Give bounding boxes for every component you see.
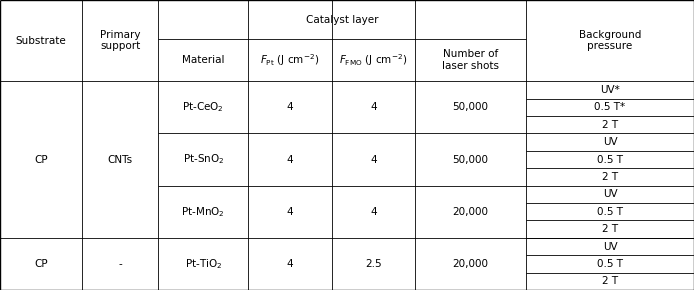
Text: -: -	[118, 259, 122, 269]
Text: 2.5: 2.5	[365, 259, 382, 269]
Text: 4: 4	[370, 155, 377, 164]
Text: Catalyst layer: Catalyst layer	[306, 14, 378, 25]
Text: 4: 4	[370, 102, 377, 112]
Text: 20,000: 20,000	[452, 207, 489, 217]
Text: $\mathit{F}_{\rm FMO}$ (J cm$^{-2}$): $\mathit{F}_{\rm FMO}$ (J cm$^{-2}$)	[339, 52, 407, 68]
Text: 0.5 T: 0.5 T	[597, 207, 623, 217]
Text: 4: 4	[287, 155, 294, 164]
Text: 2 T: 2 T	[602, 224, 618, 234]
Text: Primary
support: Primary support	[100, 30, 140, 51]
Text: 4: 4	[287, 259, 294, 269]
Text: 2 T: 2 T	[602, 172, 618, 182]
Text: 4: 4	[370, 207, 377, 217]
Text: UV*: UV*	[600, 85, 620, 95]
Text: 0.5 T: 0.5 T	[597, 155, 623, 164]
Text: CNTs: CNTs	[108, 155, 133, 164]
Text: Pt-MnO$_2$: Pt-MnO$_2$	[182, 205, 225, 219]
Text: Material: Material	[182, 55, 225, 65]
Text: Pt-SnO$_2$: Pt-SnO$_2$	[183, 153, 224, 166]
Text: 0.5 T*: 0.5 T*	[595, 102, 625, 112]
Text: UV: UV	[602, 189, 618, 199]
Text: 50,000: 50,000	[452, 155, 489, 164]
Text: 4: 4	[287, 102, 294, 112]
Text: Number of
laser shots: Number of laser shots	[442, 49, 499, 71]
Text: Pt-CeO$_2$: Pt-CeO$_2$	[183, 100, 224, 114]
Text: 20,000: 20,000	[452, 259, 489, 269]
Text: 2 T: 2 T	[602, 276, 618, 286]
Text: 4: 4	[287, 207, 294, 217]
Text: UV: UV	[602, 242, 618, 251]
Text: Substrate: Substrate	[15, 36, 67, 46]
Text: CP: CP	[34, 155, 48, 164]
Text: 2 T: 2 T	[602, 120, 618, 130]
Text: CP: CP	[34, 259, 48, 269]
Text: 0.5 T: 0.5 T	[597, 259, 623, 269]
Text: 50,000: 50,000	[452, 102, 489, 112]
Text: Pt-TiO$_2$: Pt-TiO$_2$	[185, 257, 222, 271]
Text: Background
pressure: Background pressure	[579, 30, 641, 51]
Text: UV: UV	[602, 137, 618, 147]
Text: $\mathit{F}_{\rm Pt}$ (J cm$^{-2}$): $\mathit{F}_{\rm Pt}$ (J cm$^{-2}$)	[260, 52, 320, 68]
